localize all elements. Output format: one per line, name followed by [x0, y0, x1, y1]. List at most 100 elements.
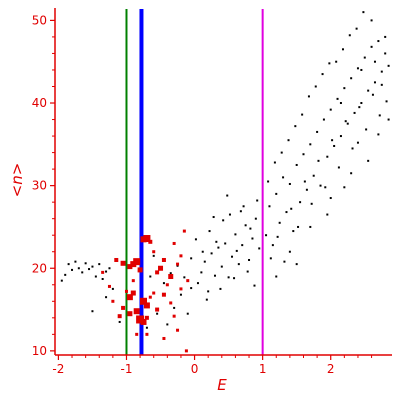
data-point — [258, 247, 261, 250]
data-point — [343, 186, 346, 189]
data-point — [322, 118, 325, 121]
y-tick-label: 30 — [32, 179, 47, 193]
data-point — [91, 265, 94, 268]
data-point — [105, 296, 108, 299]
data-point — [365, 128, 368, 131]
data-point — [371, 93, 374, 96]
data-point — [309, 225, 312, 228]
data-point — [94, 275, 97, 278]
data-point-weighted — [179, 287, 183, 291]
data-point — [169, 272, 172, 275]
y-tick-label: 10 — [32, 344, 47, 358]
data-point-weighted — [111, 299, 115, 303]
data-point-weighted — [152, 250, 156, 254]
data-point-weighted — [120, 260, 126, 266]
data-point — [362, 11, 365, 14]
data-point — [224, 242, 227, 245]
data-point — [244, 224, 247, 227]
data-point — [242, 205, 245, 208]
x-axis-title: E — [217, 376, 227, 394]
data-point — [88, 268, 91, 271]
data-point-weighted — [101, 270, 105, 274]
x-tick-label: 2 — [327, 362, 335, 376]
data-point-weighted — [179, 254, 183, 258]
data-point — [201, 250, 204, 253]
data-point — [67, 263, 70, 266]
data-point — [350, 77, 353, 80]
data-point-weighted — [165, 283, 169, 287]
data-point — [295, 163, 298, 166]
data-point — [226, 194, 229, 197]
data-point — [254, 217, 257, 220]
data-point — [358, 106, 361, 109]
data-point — [111, 287, 114, 290]
data-point-weighted — [136, 315, 145, 324]
data-point-weighted — [184, 349, 188, 353]
data-point — [385, 100, 388, 103]
data-point — [173, 306, 176, 309]
data-point — [179, 293, 182, 296]
data-point — [343, 87, 346, 90]
data-point — [329, 197, 332, 200]
x-tick-label: -2 — [52, 362, 64, 376]
data-point — [81, 271, 84, 274]
data-point — [269, 257, 272, 260]
data-point — [275, 192, 278, 195]
x-axis-ticks: -2 -1 0 1 2 — [52, 355, 373, 376]
data-point — [222, 219, 225, 222]
data-point — [282, 176, 285, 179]
data-point — [333, 144, 336, 147]
y-axis-ticks: 10 20 30 40 50 — [32, 13, 55, 358]
data-point — [356, 141, 359, 144]
data-point — [215, 240, 218, 243]
data-point — [328, 62, 331, 65]
data-point — [228, 213, 231, 216]
data-point — [241, 244, 244, 247]
data-point — [295, 263, 298, 266]
data-point — [162, 282, 165, 285]
data-point — [290, 207, 293, 210]
data-point — [190, 257, 193, 260]
data-point — [292, 230, 295, 233]
data-point — [101, 277, 104, 280]
data-point — [60, 279, 63, 282]
data-point-weighted — [172, 314, 176, 318]
data-point — [356, 67, 359, 70]
data-point — [305, 188, 308, 191]
data-point — [377, 133, 380, 136]
data-point-weighted — [124, 289, 128, 293]
data-point — [312, 174, 315, 177]
data-point — [213, 274, 216, 277]
data-point — [384, 52, 387, 55]
data-point — [248, 258, 251, 261]
data-point — [346, 122, 349, 125]
data-point — [331, 139, 334, 142]
data-point — [294, 125, 297, 128]
data-point — [326, 213, 329, 216]
data-point-weighted — [169, 301, 173, 305]
data-point-weighted — [143, 302, 150, 309]
data-point-weighted — [143, 235, 151, 243]
data-point — [108, 267, 111, 270]
data-point-weighted — [133, 258, 141, 266]
data-point-weighted — [182, 229, 186, 233]
data-point — [341, 48, 344, 51]
data-point-weighted — [107, 284, 111, 288]
data-point — [176, 264, 179, 267]
data-point — [363, 56, 366, 59]
data-point — [210, 252, 213, 255]
data-point — [373, 60, 376, 63]
data-point — [299, 201, 302, 204]
data-point — [208, 230, 211, 233]
data-point — [384, 35, 387, 38]
data-point — [246, 270, 249, 273]
data-point — [267, 180, 270, 183]
data-point-weighted — [144, 315, 149, 320]
series-red-points — [101, 229, 190, 353]
data-point — [316, 130, 319, 133]
data-point — [337, 166, 340, 169]
data-point — [190, 287, 193, 290]
data-point — [373, 81, 376, 84]
data-point — [326, 155, 329, 158]
x-tick-label: 0 — [191, 362, 199, 376]
